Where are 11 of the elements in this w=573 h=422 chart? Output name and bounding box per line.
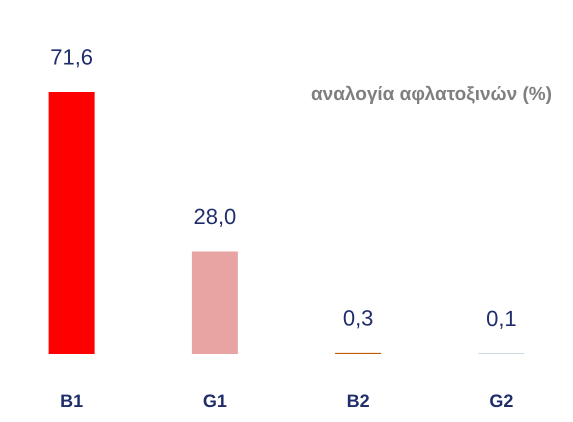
chart-title: αναλογία αφλατοξινών (%) [310,84,552,105]
x-tick-label: G1 [202,391,227,411]
bar [48,92,95,354]
bar [192,252,238,354]
data-label: 71,6 [50,44,94,70]
data-label: 0,3 [342,305,374,330]
data-label: 28,0 [193,204,236,230]
data-label: 0,1 [486,306,517,332]
x-tick-label: B1 [60,391,84,411]
x-tick-label: G2 [489,391,514,411]
x-tick-label: B2 [346,391,370,411]
